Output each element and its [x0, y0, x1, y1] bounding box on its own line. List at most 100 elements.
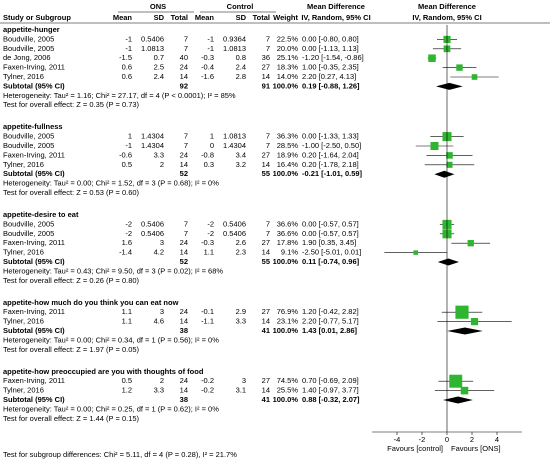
summary-diamond — [434, 170, 455, 178]
effect-marker — [460, 386, 469, 395]
subgroup-title: appetite-fullness — [3, 122, 63, 131]
cell-value: 14 — [180, 72, 188, 81]
cell-value: 3.2 — [236, 160, 246, 169]
cell-value: 7 — [266, 219, 270, 228]
ci-value: 0.00 [-1.33, 1.33] — [302, 132, 359, 141]
ci-value: 0.00 [-0.80, 0.80] — [302, 34, 359, 43]
study-name: Tylner, 2016 — [3, 317, 44, 326]
study-name: Faxen-Irving, 2011 — [3, 307, 65, 316]
cell-value: -1.5 — [119, 53, 132, 62]
study-name: Faxen-Irving, 2011 — [3, 238, 65, 247]
effect-marker — [467, 240, 474, 247]
ci-value: 1.20 [-0.42, 2.82] — [302, 307, 359, 316]
study-name: Boudville, 2005 — [3, 132, 54, 141]
ci-value: -2.50 [-5.01, 0.01] — [302, 248, 361, 257]
subgroup-title: appetite-hunger — [3, 25, 60, 34]
subtotal-total: 91 — [262, 81, 270, 90]
cell-value: 2 — [160, 160, 164, 169]
cell-value: -2 — [207, 229, 214, 238]
weight-value: 36.6% — [277, 229, 299, 238]
x-tick-label: 2 — [470, 435, 474, 444]
cell-value: -1 — [125, 44, 132, 53]
cell-value: 2 — [160, 376, 164, 385]
effect-marker — [470, 317, 479, 326]
study-name: Faxen-Irving, 2011 — [3, 376, 65, 385]
cell-value: 24 — [180, 150, 188, 159]
subtotal-weight: 100.0% — [273, 257, 299, 266]
effect-marker — [430, 141, 439, 151]
subtotal-ci: 0.11 [-0.74, 0.96] — [302, 257, 360, 266]
subtotal-ci: -0.21 [-1.01, 0.59] — [302, 169, 363, 178]
cell-value: 14 — [262, 72, 270, 81]
subtotal-weight: 100.0% — [273, 81, 299, 90]
cell-value: -2 — [125, 219, 132, 228]
weight-value: 23.1% — [277, 317, 299, 326]
cell-value: 14 — [180, 317, 188, 326]
cell-value: -1.1 — [201, 317, 214, 326]
cell-value: 7 — [184, 44, 188, 53]
cell-value: 3.1 — [236, 386, 246, 395]
cell-value: -1.6 — [201, 72, 214, 81]
effect-marker — [446, 152, 453, 159]
heterogeneity: Heterogeneity: Tau² = 0.00; Chi² = 1.52,… — [3, 179, 219, 188]
cell-value: 27 — [262, 150, 270, 159]
cell-value: 7 — [184, 132, 188, 141]
ci-value: -1.00 [-2.50, 0.50] — [302, 141, 361, 150]
cell-value: 1.2 — [122, 386, 132, 395]
summary-diamond — [447, 327, 483, 335]
favours-right: Favours [ONS] — [451, 444, 501, 453]
cell-value: 2.4 — [154, 72, 164, 81]
subtotal-label: Subtotal (95% CI) — [3, 257, 65, 266]
ci-value: 0.00 [-1.13, 1.13] — [302, 44, 359, 53]
overall-effect: Test for overall effect: Z = 1.44 (P = 0… — [3, 414, 140, 423]
study-name: de Jong, 2006 — [3, 53, 51, 62]
ci-value: 0.20 [-1.64, 2.04] — [302, 150, 359, 159]
effect-marker — [428, 54, 436, 62]
ci-value: 0.00 [-0.57, 0.57] — [302, 229, 359, 238]
subgroup-test: Test for subgroup differences: Chi² = 5.… — [3, 450, 237, 459]
cell-value: -0.4 — [201, 63, 214, 72]
subgroup-title: appetite-how much do you think you can e… — [3, 298, 179, 307]
cell-value: -0.3 — [201, 53, 214, 62]
cell-value: 1.4304 — [141, 132, 164, 141]
overall-effect: Test for overall effect: Z = 1.97 (P = 0… — [3, 345, 140, 354]
cell-value: 14 — [180, 248, 188, 257]
cell-value: 1.0813 — [223, 44, 246, 53]
plot-method: IV, Random, 95% CI — [412, 13, 481, 22]
cell-value: 27 — [262, 63, 270, 72]
cell-value: 3 — [160, 238, 164, 247]
cell-value: 7 — [266, 141, 270, 150]
cell-value: 0.5406 — [223, 219, 246, 228]
group1-header: ONS — [150, 2, 166, 11]
cell-value: 14 — [262, 317, 270, 326]
overall-effect: Test for overall effect: Z = 0.26 (P = 0… — [3, 276, 140, 285]
summary-diamond — [443, 396, 473, 404]
subtotal-total: 41 — [262, 326, 270, 335]
cell-value: -0.2 — [201, 386, 214, 395]
cell-value: 3 — [160, 307, 164, 316]
cell-value: 14 — [262, 386, 270, 395]
cell-value: 1.6 — [122, 238, 132, 247]
weight-value: 18.3% — [277, 63, 299, 72]
ci-value: -1.20 [-1.54, -0.86] — [302, 53, 364, 62]
plot-title: Mean Difference — [418, 2, 476, 11]
cell-value: 0.5 — [122, 376, 132, 385]
weight-value: 20.0% — [277, 44, 299, 53]
table-method: IV, Random, 95% CI — [301, 13, 370, 22]
cell-value: 0.7 — [154, 53, 164, 62]
cell-value: 40 — [180, 53, 188, 62]
heterogeneity: Heterogeneity: Tau² = 0.43; Chi² = 9.50,… — [3, 266, 223, 275]
x-tick-label: -2 — [419, 435, 426, 444]
effect-marker — [449, 374, 463, 388]
subgroup-title: appetite-desire to eat — [3, 210, 79, 219]
cell-value: 14 — [180, 160, 188, 169]
cell-value: 14 — [180, 386, 188, 395]
cell-value: 2.3 — [236, 248, 246, 257]
cell-value: 1 — [210, 132, 214, 141]
ci-value: 1.40 [-0.97, 3.77] — [302, 386, 359, 395]
subtotal-ci: 0.88 [-0.32, 2.07] — [302, 395, 360, 404]
weight-value: 14.0% — [277, 72, 299, 81]
overall-effect: Test for overall effect: Z = 0.53 (P = 0… — [3, 188, 140, 197]
heterogeneity: Heterogeneity: Tau² = 0.00; Chi² = 0.25,… — [3, 404, 219, 413]
